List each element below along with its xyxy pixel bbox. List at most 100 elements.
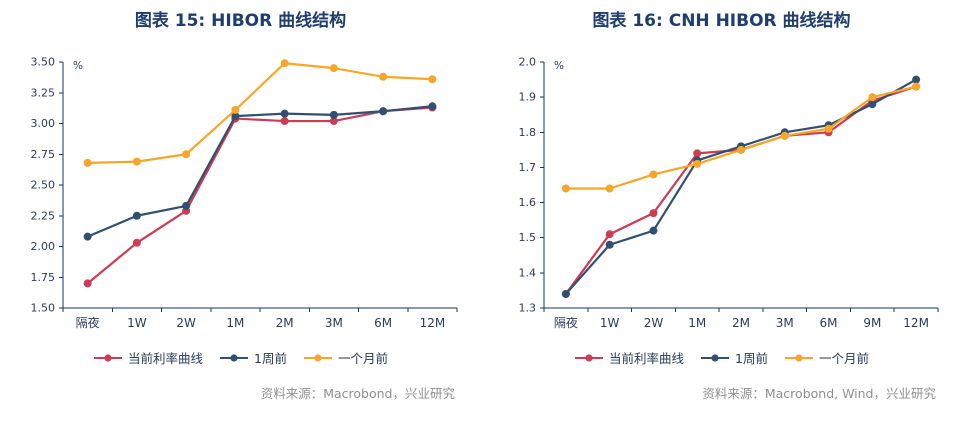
- data-point: [427, 102, 436, 111]
- x-tick-label: 6M: [374, 316, 392, 330]
- data-point: [132, 211, 141, 220]
- legend-item: 1周前: [219, 348, 287, 367]
- legend-item: 一个月前: [303, 348, 388, 367]
- legend-marker-icon: [784, 353, 813, 362]
- data-point: [329, 110, 338, 119]
- y-tick-label: 1.3: [518, 302, 536, 315]
- data-point: [605, 240, 614, 249]
- data-point: [780, 131, 789, 140]
- cnh-hibor-line-chart: 1.3 1.4 1.5 1.6 1.7 1.8 1.9 2.0% 隔夜 1W 2W 1M 2M 3M 6M 9…: [492, 42, 952, 346]
- source-note-cnh-hibor: 资料来源：Macrobond, Wind，兴业研究: [702, 386, 936, 401]
- y-tick-label: 1.9: [518, 91, 536, 104]
- data-point: [648, 170, 657, 179]
- hibor-line-chart: 1.50 1.75 2.00 2.25 2.50 2.75 3.00 3.25 3.50% 隔夜 1…: [11, 42, 471, 346]
- source-note-hibor: 资料来源：Macrobond，兴业研究: [260, 386, 455, 401]
- x-tick-label: 1M: [688, 316, 706, 330]
- x-tick-label: 12M: [419, 316, 445, 330]
- data-point: [132, 157, 141, 166]
- data-point: [230, 105, 239, 114]
- chart-panel-hibor: 图表 15: HIBOR 曲线结构 1.50 1.75 2.00 2.25 2.50 2.…: [0, 6, 481, 402]
- y-tick-label: 2.50: [30, 179, 55, 192]
- data-point: [561, 184, 570, 193]
- legend-item: 一个月前: [784, 348, 869, 367]
- x-tick-label: 1W: [127, 316, 147, 330]
- data-point: [605, 230, 614, 239]
- legend-label: 1周前: [254, 351, 287, 366]
- data-point: [280, 117, 289, 126]
- chart-title-hibor: 图表 15: HIBOR 曲线结构: [134, 11, 347, 31]
- chart-panel-cnh-hibor: 图表 16: CNH HIBOR 曲线结构 1.3 1.4 1.5 1.6 1.7 1.8…: [481, 6, 962, 402]
- y-tick-label: 2.25: [30, 209, 55, 222]
- data-point: [911, 75, 920, 84]
- y-tick-label: 3.25: [30, 86, 55, 99]
- data-point: [280, 59, 289, 68]
- data-point: [911, 82, 920, 91]
- line-chart-svg: 1.50 1.75 2.00 2.25 2.50 2.75 3.00 3.25 3.50 % 隔夜 1…: [30, 56, 457, 330]
- legend-item: 当前利率曲线: [574, 348, 684, 367]
- y-tick-label: 3.50: [30, 56, 55, 69]
- unit-label: %: [73, 60, 83, 72]
- legend-label: 一个月前: [818, 351, 869, 366]
- legend-marker-icon: [701, 353, 730, 362]
- x-tick-label: 9M: [863, 316, 881, 330]
- y-tick-label: 1.50: [30, 302, 55, 315]
- x-tick-label: 1M: [226, 316, 244, 330]
- y-tick-label: 1.6: [518, 196, 536, 209]
- data-point: [867, 100, 876, 109]
- data-point: [692, 149, 701, 158]
- data-point: [692, 159, 701, 168]
- legend-item: 当前利率曲线: [93, 348, 203, 367]
- x-tick-label: 2M: [275, 316, 293, 330]
- legend-label: 当前利率曲线: [609, 351, 685, 366]
- x-tick-label: 隔夜: [553, 315, 577, 330]
- y-tick-label: 2.00: [30, 240, 55, 253]
- x-tick-label: 3M: [775, 316, 793, 330]
- data-point: [648, 226, 657, 235]
- chart-legend-cnh-hibor: 当前利率曲线 1周前 一个月前: [481, 348, 962, 367]
- chart-legend-hibor: 当前利率曲线 1周前 一个月前: [0, 348, 481, 367]
- y-tick-label: 1.8: [518, 126, 536, 139]
- chart-title-cnh-hibor: 图表 16: CNH HIBOR 曲线结构: [592, 11, 851, 31]
- data-point: [736, 145, 745, 154]
- data-point: [648, 209, 657, 218]
- series-line: [86, 62, 433, 164]
- legend-label: 一个月前: [337, 351, 388, 366]
- data-point: [83, 158, 92, 167]
- y-tick-label: 1.7: [518, 161, 536, 174]
- y-tick-label: 2.0: [518, 56, 536, 69]
- series-line: [564, 85, 917, 296]
- data-point: [181, 201, 190, 210]
- x-tick-label: 2W: [176, 316, 196, 330]
- x-tick-label: 隔夜: [75, 315, 99, 330]
- x-tick-label: 2W: [643, 316, 663, 330]
- data-point: [427, 75, 436, 84]
- x-tick-label: 3M: [324, 316, 342, 330]
- x-tick-label: 2M: [732, 316, 750, 330]
- y-tick-label: 1.75: [30, 271, 55, 284]
- data-point: [230, 112, 239, 121]
- data-point: [181, 150, 190, 159]
- series-line: [564, 85, 917, 190]
- y-tick-label: 1.5: [518, 231, 536, 244]
- data-point: [329, 117, 338, 126]
- legend-label: 当前利率曲线: [128, 351, 204, 366]
- data-point: [280, 109, 289, 118]
- legend-marker-icon: [575, 353, 603, 362]
- data-point: [83, 232, 92, 241]
- legend-marker-icon: [303, 353, 332, 362]
- data-point: [561, 289, 570, 298]
- y-tick-label: 1.4: [518, 266, 536, 279]
- data-point: [378, 107, 387, 116]
- series-line: [86, 105, 433, 238]
- data-point: [824, 124, 833, 133]
- x-tick-label: 6M: [819, 316, 837, 330]
- data-point: [329, 64, 338, 73]
- legend-marker-icon: [94, 353, 122, 362]
- series-line: [86, 106, 433, 285]
- x-tick-label: 1W: [599, 316, 619, 330]
- legend-marker-icon: [220, 353, 249, 362]
- data-point: [83, 279, 92, 288]
- line-chart-svg: 1.3 1.4 1.5 1.6 1.7 1.8 1.9 2.0 % 隔夜 1W 2W 1M 2M 3M 6M 9…: [518, 56, 938, 330]
- report-figure-row: 图表 15: HIBOR 曲线结构 1.50 1.75 2.00 2.25 2.50 2.…: [0, 6, 962, 402]
- data-point: [378, 72, 387, 81]
